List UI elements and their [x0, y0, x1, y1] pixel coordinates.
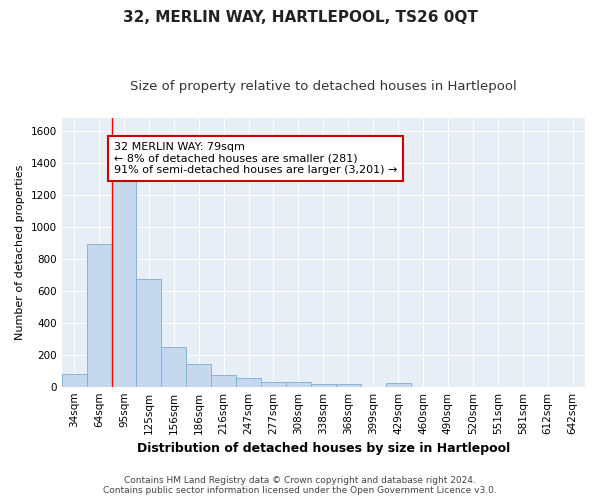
- Bar: [186, 364, 211, 386]
- Bar: [261, 382, 286, 386]
- Text: Contains HM Land Registry data © Crown copyright and database right 2024.
Contai: Contains HM Land Registry data © Crown c…: [103, 476, 497, 495]
- Bar: [136, 280, 161, 386]
- Bar: [386, 384, 410, 386]
- Y-axis label: Number of detached properties: Number of detached properties: [15, 164, 25, 340]
- Bar: [86, 244, 112, 386]
- Bar: [211, 376, 236, 386]
- Text: 32, MERLIN WAY, HARTLEPOOL, TS26 0QT: 32, MERLIN WAY, HARTLEPOOL, TS26 0QT: [122, 10, 478, 25]
- Bar: [161, 346, 186, 387]
- Bar: [286, 382, 311, 386]
- X-axis label: Distribution of detached houses by size in Hartlepool: Distribution of detached houses by size …: [137, 442, 510, 455]
- Bar: [112, 176, 136, 386]
- Title: Size of property relative to detached houses in Hartlepool: Size of property relative to detached ho…: [130, 80, 517, 93]
- Text: 32 MERLIN WAY: 79sqm
← 8% of detached houses are smaller (281)
91% of semi-detac: 32 MERLIN WAY: 79sqm ← 8% of detached ho…: [114, 142, 397, 175]
- Bar: [336, 384, 361, 386]
- Bar: [236, 378, 261, 386]
- Bar: [62, 374, 86, 386]
- Bar: [311, 384, 336, 386]
